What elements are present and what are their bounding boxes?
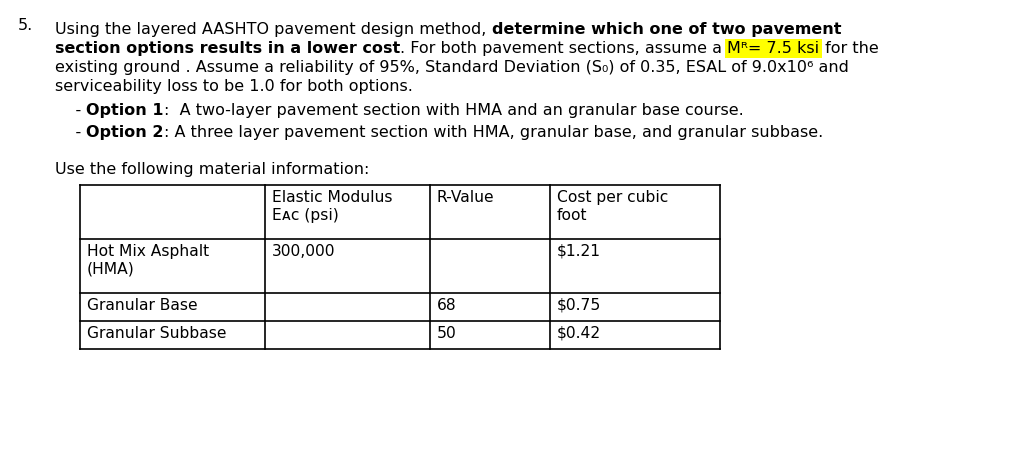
Text: $1.21: $1.21 bbox=[557, 244, 601, 259]
Text: $0.75: $0.75 bbox=[557, 298, 601, 313]
Text: Option 2: Option 2 bbox=[86, 125, 164, 140]
Text: Granular Base: Granular Base bbox=[87, 298, 198, 313]
Text: 68: 68 bbox=[437, 298, 457, 313]
Text: :  A two-layer pavement section with HMA and an granular base course.: : A two-layer pavement section with HMA … bbox=[164, 103, 743, 118]
Text: Cost per cubic: Cost per cubic bbox=[557, 190, 669, 205]
Text: . For both pavement sections, assume a: . For both pavement sections, assume a bbox=[400, 41, 727, 56]
Text: foot: foot bbox=[557, 208, 588, 223]
Text: Option 1: Option 1 bbox=[86, 103, 164, 118]
Text: -: - bbox=[55, 125, 86, 140]
Text: $0.42: $0.42 bbox=[557, 326, 601, 341]
Text: 5.: 5. bbox=[18, 18, 33, 33]
Text: 50: 50 bbox=[437, 326, 457, 341]
Text: 300,000: 300,000 bbox=[272, 244, 336, 259]
Text: (HMA): (HMA) bbox=[87, 262, 135, 277]
Text: -: - bbox=[55, 103, 86, 118]
Text: R-Value: R-Value bbox=[437, 190, 495, 205]
Text: Hot Mix Asphalt: Hot Mix Asphalt bbox=[87, 244, 209, 259]
Text: Elastic Modulus: Elastic Modulus bbox=[272, 190, 392, 205]
Text: Mᴿ= 7.5 ksi: Mᴿ= 7.5 ksi bbox=[727, 41, 819, 56]
Text: determine which one of two pavement: determine which one of two pavement bbox=[492, 22, 841, 37]
Text: for the: for the bbox=[819, 41, 879, 56]
Text: existing ground . Assume a reliability of 95%, Standard Deviation (S₀) of 0.35, : existing ground . Assume a reliability o… bbox=[55, 60, 849, 75]
Text: Eᴀᴄ (psi): Eᴀᴄ (psi) bbox=[272, 208, 339, 223]
Text: section options results in a lower cost: section options results in a lower cost bbox=[55, 41, 400, 56]
Text: Using the layered AASHTO pavement design method,: Using the layered AASHTO pavement design… bbox=[55, 22, 492, 37]
Text: serviceability loss to be 1.0 for both options.: serviceability loss to be 1.0 for both o… bbox=[55, 79, 413, 94]
Text: : A three layer pavement section with HMA, granular base, and granular subbase.: : A three layer pavement section with HM… bbox=[164, 125, 823, 140]
Text: Granular Subbase: Granular Subbase bbox=[87, 326, 226, 341]
Text: Use the following material information:: Use the following material information: bbox=[55, 162, 370, 177]
